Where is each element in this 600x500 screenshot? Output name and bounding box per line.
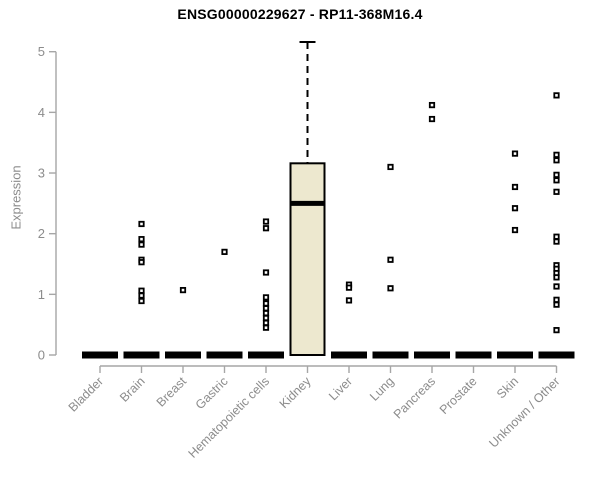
point-lung-0 [387,163,394,171]
point-hematopoietic-cells-9 [262,324,270,331]
point-skin-1 [511,183,519,191]
point-unknown-other-7 [553,238,560,245]
zero-boxplot-breast [165,351,201,359]
box-kidney [289,162,326,356]
point-lung-2 [387,285,394,292]
point-unknown-other-4 [553,177,560,184]
point-hematopoietic-cells-4 [262,300,270,307]
point-brain-0 [138,220,145,228]
zero-boxplot-gastric [206,351,243,359]
x-tick-label-lung: Lung [367,374,397,404]
zero-boxplot-prostate [455,351,492,359]
point-liver-2 [345,297,353,304]
x-tick-label-hematopoietic-cells: Hematopoietic cells [186,374,273,461]
point-hematopoietic-cells-6 [262,310,270,317]
zero-boxplot-unknown-other [538,351,575,359]
point-hematopoietic-cells-3 [262,294,270,301]
zero-boxplot-lung [372,351,409,359]
point-hematopoietic-cells-1 [262,225,270,232]
point-pancreas-1 [428,115,436,123]
point-hematopoietic-cells-2 [262,269,270,276]
point-brain-2 [138,241,145,248]
point-liver-1 [345,284,353,291]
point-hematopoietic-cells-0 [262,218,270,225]
point-breast-0 [179,286,187,294]
zero-boxplot-hematopoietic-cells [248,351,284,359]
point-unknown-other-0 [553,92,560,99]
point-skin-3 [511,226,519,234]
point-unknown-other-1 [553,151,560,158]
point-gastric-0 [221,248,228,255]
x-tick-label-liver: Liver [326,374,355,403]
point-pancreas-0 [428,101,436,109]
x-tick-label-breast: Breast [154,374,190,410]
zero-boxplot-bladder [82,351,118,359]
point-lung-1 [387,256,394,263]
x-tick-label-unknown-other: Unknown / Other [486,374,562,450]
point-unknown-other-3 [553,171,560,178]
y-tick-label-2: 2 [38,226,45,241]
y-tick-label-5: 5 [38,44,45,59]
point-skin-2 [511,205,519,212]
point-hematopoietic-cells-7 [262,314,270,322]
point-skin-0 [511,150,519,157]
x-tick-label-gastric: Gastric [193,374,231,412]
point-unknown-other-15 [553,327,560,334]
x-tick-label-prostate: Prostate [437,374,480,417]
point-brain-5 [138,287,145,294]
point-unknown-other-14 [553,301,560,308]
point-hematopoietic-cells-5 [262,305,270,312]
zero-boxplot-pancreas [414,351,450,359]
y-tick-label-4: 4 [38,105,45,120]
point-brain-7 [138,297,145,305]
x-tick-label-brain: Brain [117,374,148,405]
point-unknown-other-11 [553,274,560,281]
point-brain-1 [138,236,145,243]
point-unknown-other-12 [553,283,560,290]
y-tick-label-0: 0 [38,348,45,363]
x-tick-label-bladder: Bladder [66,374,106,414]
zero-boxplot-liver [331,351,367,359]
x-tick-label-pancreas: Pancreas [391,374,438,421]
point-brain-6 [138,292,145,299]
y-tick-label-1: 1 [38,287,45,302]
point-unknown-other-6 [553,233,560,240]
point-unknown-other-5 [553,188,560,195]
point-hematopoietic-cells-8 [262,319,270,326]
chart-title: ENSG00000229627 - RP11-368M16.4 [177,6,423,22]
x-tick-label-skin: Skin [494,374,521,401]
x-tick-label-kidney: Kidney [277,374,314,411]
zero-boxplot-brain [123,351,160,359]
zero-boxplot-skin [497,351,533,359]
y-tick-label-3: 3 [38,166,45,181]
point-brain-4 [138,259,145,266]
point-unknown-other-13 [553,296,560,303]
point-unknown-other-2 [553,157,560,164]
